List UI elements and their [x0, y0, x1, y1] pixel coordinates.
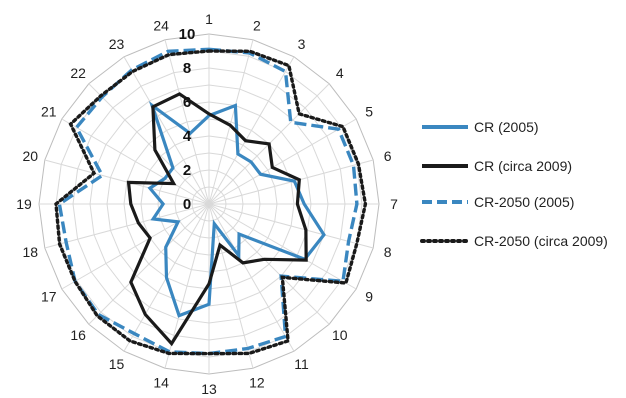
grid-spoke — [208, 39, 254, 205]
grid-spoke — [61, 203, 210, 290]
category-label: 19 — [16, 196, 32, 212]
category-label: 14 — [153, 375, 169, 391]
series-line-1 — [147, 101, 326, 318]
radial-tick-label: 4 — [183, 128, 192, 145]
category-label: 9 — [365, 289, 373, 305]
legend: CR (2005) CR (circa 2009) CR-2050 (2005) CR… — [420, 119, 608, 249]
legend-label-2: CR (circa 2009) — [474, 158, 572, 174]
grid-spoke — [61, 118, 210, 205]
legend-label-1: CR (2005) — [474, 119, 539, 135]
grid-spoke — [208, 203, 330, 325]
radial-tick-labels: 0 2 4 6 8 10 — [179, 26, 196, 213]
series-line-4 — [54, 49, 368, 356]
grid-spoke — [208, 203, 254, 369]
category-label: 17 — [41, 289, 57, 305]
grid-spoke — [44, 203, 210, 249]
category-label: 24 — [153, 17, 169, 33]
radial-tick-label: 2 — [183, 162, 191, 179]
category-label: 11 — [294, 356, 309, 372]
grid-spoke — [208, 56, 295, 205]
grid-spoke — [208, 118, 357, 205]
series-line-2 — [126, 92, 308, 347]
grid-spoke — [123, 56, 210, 205]
category-label: 13 — [201, 381, 217, 397]
category-label: 4 — [336, 65, 344, 81]
category-label: 12 — [249, 375, 265, 391]
category-label: 22 — [70, 65, 86, 81]
category-label: 21 — [41, 104, 57, 120]
radial-tick-label: 6 — [183, 94, 191, 111]
category-label: 6 — [384, 148, 392, 164]
radial-tick-label: 10 — [179, 26, 196, 43]
category-label: 16 — [70, 327, 86, 343]
category-label: 8 — [384, 244, 392, 260]
category-label: 1 — [205, 11, 213, 27]
grid-spoke — [208, 203, 295, 352]
category-label: 15 — [109, 356, 125, 372]
grid-spoke — [164, 39, 210, 205]
grid-spoke — [208, 203, 374, 249]
radar-grid — [38, 33, 380, 375]
radial-tick-label: 8 — [183, 60, 191, 77]
grid-spoke — [88, 83, 210, 205]
category-label: 7 — [390, 196, 398, 212]
grid-spoke — [208, 203, 357, 290]
category-label: 10 — [332, 327, 348, 343]
legend-label-3: CR-2050 (2005) — [474, 194, 574, 210]
radar-series-layer — [54, 47, 368, 356]
category-label: 20 — [23, 148, 39, 164]
category-label: 23 — [109, 36, 125, 52]
category-label: 3 — [298, 36, 306, 52]
grid-spoke — [88, 203, 210, 325]
radial-tick-label: 0 — [183, 196, 191, 213]
category-label: 18 — [23, 244, 39, 260]
category-label: 5 — [365, 104, 373, 120]
legend-label-4: CR-2050 (circa 2009) — [474, 233, 608, 249]
category-label: 2 — [253, 17, 261, 33]
